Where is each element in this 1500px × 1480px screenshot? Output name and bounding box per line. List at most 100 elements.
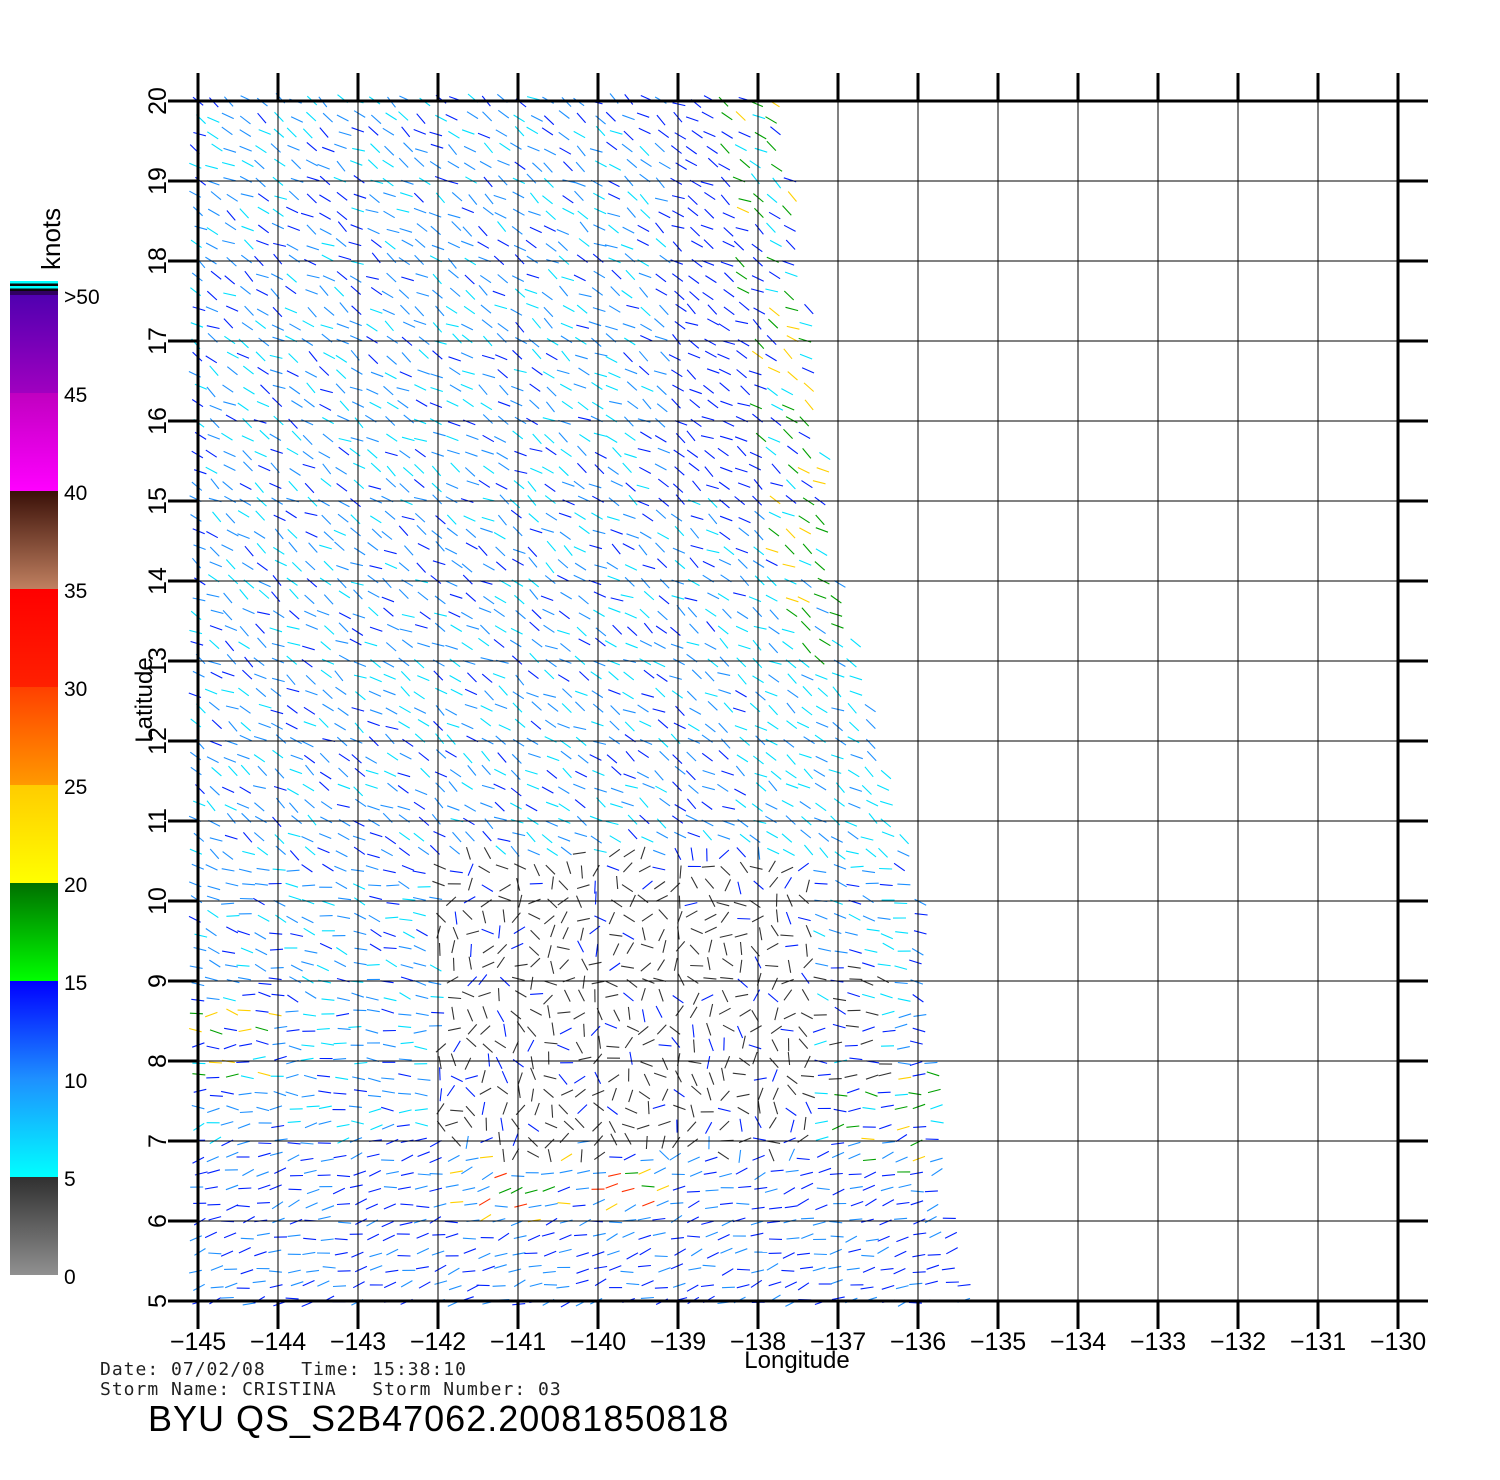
wind-vector	[510, 1010, 522, 1020]
wind-vector	[272, 868, 286, 871]
wind-vector	[333, 1092, 347, 1095]
wind-vector	[305, 560, 316, 571]
wind-vector	[577, 401, 589, 411]
wind-vector	[912, 1155, 926, 1162]
wind-vector	[573, 726, 587, 731]
wind-vector	[269, 932, 283, 935]
wind-vector	[542, 371, 555, 379]
wind-vector	[447, 1267, 460, 1276]
wind-vector	[609, 933, 623, 937]
wind-vector	[302, 434, 313, 445]
wind-vector	[717, 1107, 731, 1112]
wind-vector	[433, 431, 446, 437]
wind-vector	[466, 624, 480, 630]
legend-label: 5	[64, 1168, 76, 1191]
wind-vector	[877, 917, 891, 920]
wind-vector	[557, 574, 570, 582]
wind-vector	[636, 112, 650, 118]
wind-vector	[369, 943, 382, 952]
wind-vector	[416, 223, 428, 232]
wind-vector	[206, 593, 220, 598]
wind-vector	[223, 1043, 237, 1050]
wind-vector	[352, 835, 366, 841]
wind-vector	[221, 161, 235, 167]
wind-vector	[754, 725, 768, 731]
wind-vector	[190, 895, 203, 904]
wind-vector	[572, 1204, 586, 1207]
wind-vector	[639, 608, 650, 619]
wind-vector	[702, 560, 715, 568]
wind-vector	[467, 672, 477, 683]
wind-vector	[689, 707, 702, 715]
wind-vector	[624, 1107, 638, 1114]
wind-vector	[684, 902, 698, 907]
wind-vector	[193, 131, 207, 137]
wind-vector	[845, 1025, 859, 1028]
wind-vector	[383, 673, 396, 680]
wind-vector	[239, 705, 251, 714]
wind-vector	[608, 371, 621, 379]
wind-vector	[626, 1252, 639, 1260]
wind-vector	[528, 913, 541, 920]
wind-vector	[661, 1057, 669, 1071]
wind-vector	[708, 939, 713, 953]
wind-vector	[370, 462, 382, 473]
wind-vector	[530, 1088, 535, 1102]
wind-vector	[435, 114, 448, 122]
wind-vector	[736, 754, 749, 763]
wind-vector	[786, 720, 798, 730]
wind-vector	[449, 287, 461, 297]
wind-vector	[527, 1039, 535, 1052]
wind-vector	[255, 1026, 269, 1032]
wind-vector	[689, 557, 699, 569]
wind-vector	[243, 1216, 255, 1224]
wind-vector	[482, 945, 495, 954]
wind-vector	[513, 244, 527, 252]
wind-vector	[463, 162, 476, 171]
wind-vector	[480, 1025, 491, 1035]
wind-vector	[207, 1203, 221, 1206]
wind-vector	[188, 1269, 202, 1274]
lon-tick-label: −143	[330, 1328, 386, 1356]
wind-vector	[320, 1042, 334, 1046]
wind-vector	[719, 656, 730, 667]
wind-vector	[493, 816, 507, 821]
wind-vector	[300, 1157, 314, 1161]
wind-vector	[545, 1217, 558, 1226]
wind-vector	[399, 1221, 413, 1226]
wind-vector	[514, 416, 527, 425]
wind-vector	[658, 988, 664, 1002]
wind-vector	[240, 285, 251, 295]
wind-vector	[909, 959, 922, 965]
wind-vector	[544, 575, 556, 585]
wind-vector	[382, 660, 395, 668]
wind-vector	[254, 815, 267, 824]
wind-vector	[511, 385, 524, 392]
wind-vector	[691, 1085, 702, 1095]
wind-vector	[640, 1061, 653, 1067]
wind-vector	[319, 781, 330, 791]
wind-vector	[208, 1061, 223, 1064]
wind-vector	[305, 370, 318, 378]
wind-vector	[446, 514, 457, 525]
wind-vector	[381, 1077, 395, 1080]
wind-vector	[381, 530, 393, 540]
wind-vector	[606, 1106, 618, 1115]
wind-vector	[510, 1186, 523, 1194]
wind-vector	[303, 1169, 317, 1174]
wind-vector	[925, 1280, 938, 1285]
wind-vector	[369, 709, 383, 715]
wind-vector	[462, 1187, 476, 1192]
wind-vector	[815, 962, 829, 967]
wind-vector	[913, 1014, 927, 1017]
lon-tick-label: −144	[250, 1328, 306, 1356]
wind-vector	[317, 1074, 331, 1078]
wind-vector	[638, 1091, 651, 1100]
wind-vector	[659, 254, 671, 264]
wind-vector	[562, 305, 575, 313]
wind-vector	[781, 260, 795, 266]
wind-vector	[500, 1117, 504, 1131]
wind-vector	[814, 1092, 828, 1095]
wind-vector	[353, 961, 367, 966]
wind-vector	[385, 1171, 399, 1175]
